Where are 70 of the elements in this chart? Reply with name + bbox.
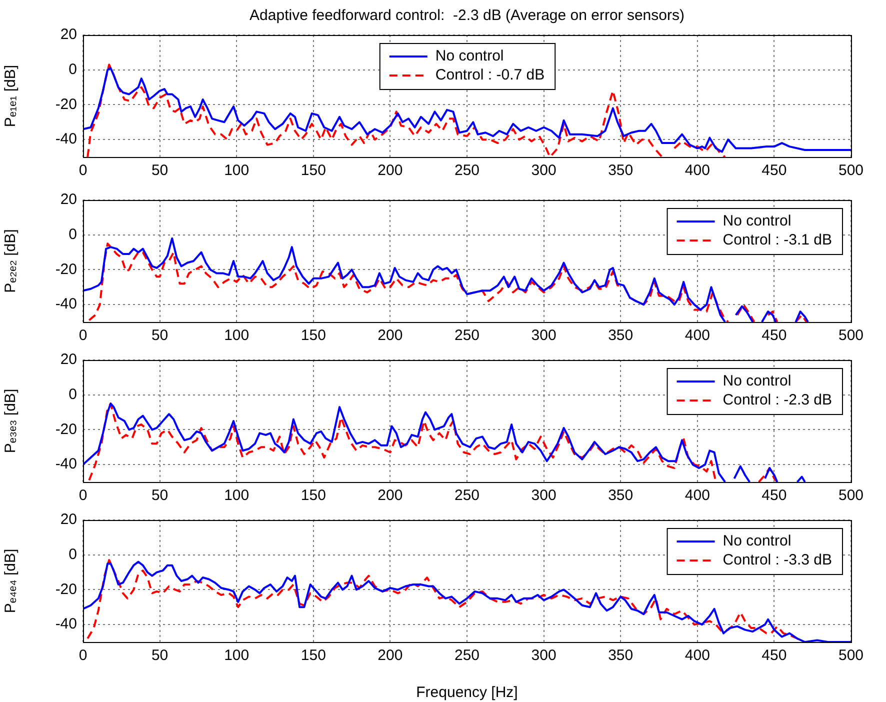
x-tick-label: 50 xyxy=(151,647,168,664)
x-tick-label: 250 xyxy=(454,327,480,344)
x-tick-label: 450 xyxy=(762,162,787,180)
x-tick-label: 300 xyxy=(531,162,556,180)
x-tick-label: 400 xyxy=(684,327,710,344)
x-axis-title: Frequency [Hz] xyxy=(416,684,518,702)
x-tick-label: 100 xyxy=(224,327,250,344)
x-tick-label: 200 xyxy=(378,647,403,664)
x-tick-label: 250 xyxy=(454,162,480,180)
x-tick-label: 50 xyxy=(151,327,168,344)
y-tick-label: 0 xyxy=(68,386,77,403)
y-tick-label: -40 xyxy=(55,296,77,313)
x-tick-label: 200 xyxy=(378,487,403,504)
chart-title: Adaptive feedforward control: -2.3 dB (Average on error sensors) xyxy=(250,7,684,24)
y-tick-label: 20 xyxy=(60,351,77,368)
legend-label: Control : -3.1 dB xyxy=(722,232,832,249)
legend-label: No control xyxy=(435,48,504,65)
x-tick-label: 350 xyxy=(608,647,634,664)
x-tick-label: 300 xyxy=(531,327,556,344)
y-tick-label: -40 xyxy=(55,616,77,633)
x-tick-label: 450 xyxy=(762,647,787,664)
x-tick-label: 150 xyxy=(300,162,326,180)
legend-label: Control : -3.3 dB xyxy=(722,552,832,569)
legend-label: No control xyxy=(722,372,792,390)
x-tick-label: 450 xyxy=(762,487,787,504)
x-tick-label: 500 xyxy=(838,647,864,664)
y-tick-label: 0 xyxy=(68,226,77,243)
x-tick-label: 300 xyxy=(531,487,556,504)
legend-label: Control : -2.3 dB xyxy=(722,392,832,409)
x-tick-label: 150 xyxy=(300,647,326,664)
x-tick-label: 500 xyxy=(838,162,864,180)
y-tick-label: -20 xyxy=(55,260,77,278)
y-tick-label: -20 xyxy=(55,420,77,438)
x-tick-label: 100 xyxy=(224,162,250,180)
x-tick-label: 100 xyxy=(224,647,250,664)
x-tick-label: 400 xyxy=(684,162,710,180)
legend-label: No control xyxy=(722,212,792,230)
x-tick-label: 50 xyxy=(151,162,168,180)
y-tick-label: 20 xyxy=(60,191,77,208)
y-tick-label: 0 xyxy=(68,546,77,563)
y-axis-title: Pₑ₃ₑ₃ [dB] xyxy=(2,388,20,454)
x-tick-label: 150 xyxy=(300,487,326,504)
y-tick-label: -40 xyxy=(55,456,77,473)
y-tick-label: 20 xyxy=(60,26,77,44)
x-tick-label: 300 xyxy=(531,647,556,664)
x-tick-label: 500 xyxy=(838,327,864,344)
legend-label: No control xyxy=(722,532,792,550)
y-axis-title: Pₑ₂ₑ₂ [dB] xyxy=(2,229,20,293)
y-tick-label: -20 xyxy=(55,580,77,598)
y-tick-label: 20 xyxy=(60,511,77,528)
x-tick-label: 350 xyxy=(608,487,634,504)
x-tick-label: 50 xyxy=(151,487,168,504)
x-tick-label: 350 xyxy=(608,162,634,180)
x-tick-label: 100 xyxy=(224,487,250,504)
x-tick-label: 200 xyxy=(378,327,403,344)
x-tick-label: 250 xyxy=(454,647,480,664)
y-tick-label: -20 xyxy=(55,96,77,113)
x-tick-label: 400 xyxy=(684,487,710,504)
x-tick-label: 200 xyxy=(378,162,403,180)
x-tick-label: 250 xyxy=(454,487,480,504)
y-tick-label: -40 xyxy=(55,130,77,148)
y-tick-label: 0 xyxy=(68,61,77,78)
x-tick-label: 500 xyxy=(838,487,864,504)
y-axis-title: Pₑ₁ₑ₁ [dB] xyxy=(2,64,20,128)
x-tick-label: 350 xyxy=(608,327,634,344)
legend-label: Control : -0.7 dB xyxy=(435,66,545,84)
x-tick-label: 450 xyxy=(762,327,787,344)
y-axis-title: Pₑ₄ₑ₄ [dB] xyxy=(2,548,20,614)
x-tick-label: 400 xyxy=(684,647,710,664)
x-tick-label: 150 xyxy=(300,327,326,344)
